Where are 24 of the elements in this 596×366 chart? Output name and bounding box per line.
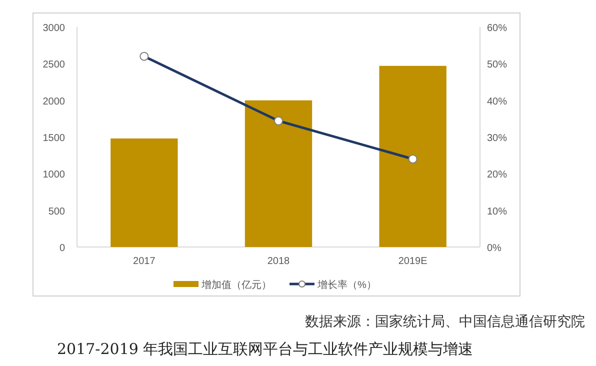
x-tick-label: 2018	[267, 256, 290, 267]
bar	[110, 138, 178, 247]
y2-tick-label: 50%	[487, 60, 508, 71]
y-tick-label: 3000	[42, 23, 66, 34]
y2-tick-label: 40%	[487, 96, 508, 108]
bar	[244, 100, 312, 247]
y-tick-label: 2000	[42, 96, 66, 108]
legend-label: 增长率（%）	[316, 279, 376, 291]
y2-tick-label: 0%	[487, 243, 502, 254]
y2-tick-label: 60%	[487, 23, 508, 34]
y-tick-label: 0	[59, 243, 66, 254]
y2-tick-label: 30%	[487, 133, 508, 144]
x-tick-label: 2019E	[398, 256, 428, 267]
source-note: 数据来源：国家统计局、中国信息通信研究院	[305, 314, 585, 330]
y2-tick-label: 10%	[487, 206, 508, 218]
bar	[379, 66, 446, 247]
text: 2017-2019 年我国工业互联网平台与工业软件产业规模与增速	[57, 340, 474, 358]
y-tick-label: 2500	[42, 60, 66, 71]
x-tick-label: 2017	[133, 256, 156, 267]
y-tick-label: 500	[48, 206, 66, 218]
y-tick-label: 1500	[42, 133, 66, 144]
y2-tick-label: 20%	[487, 170, 508, 181]
legend-label: 增加值（亿元）	[200, 279, 272, 291]
y-tick-label: 1000	[42, 170, 66, 181]
